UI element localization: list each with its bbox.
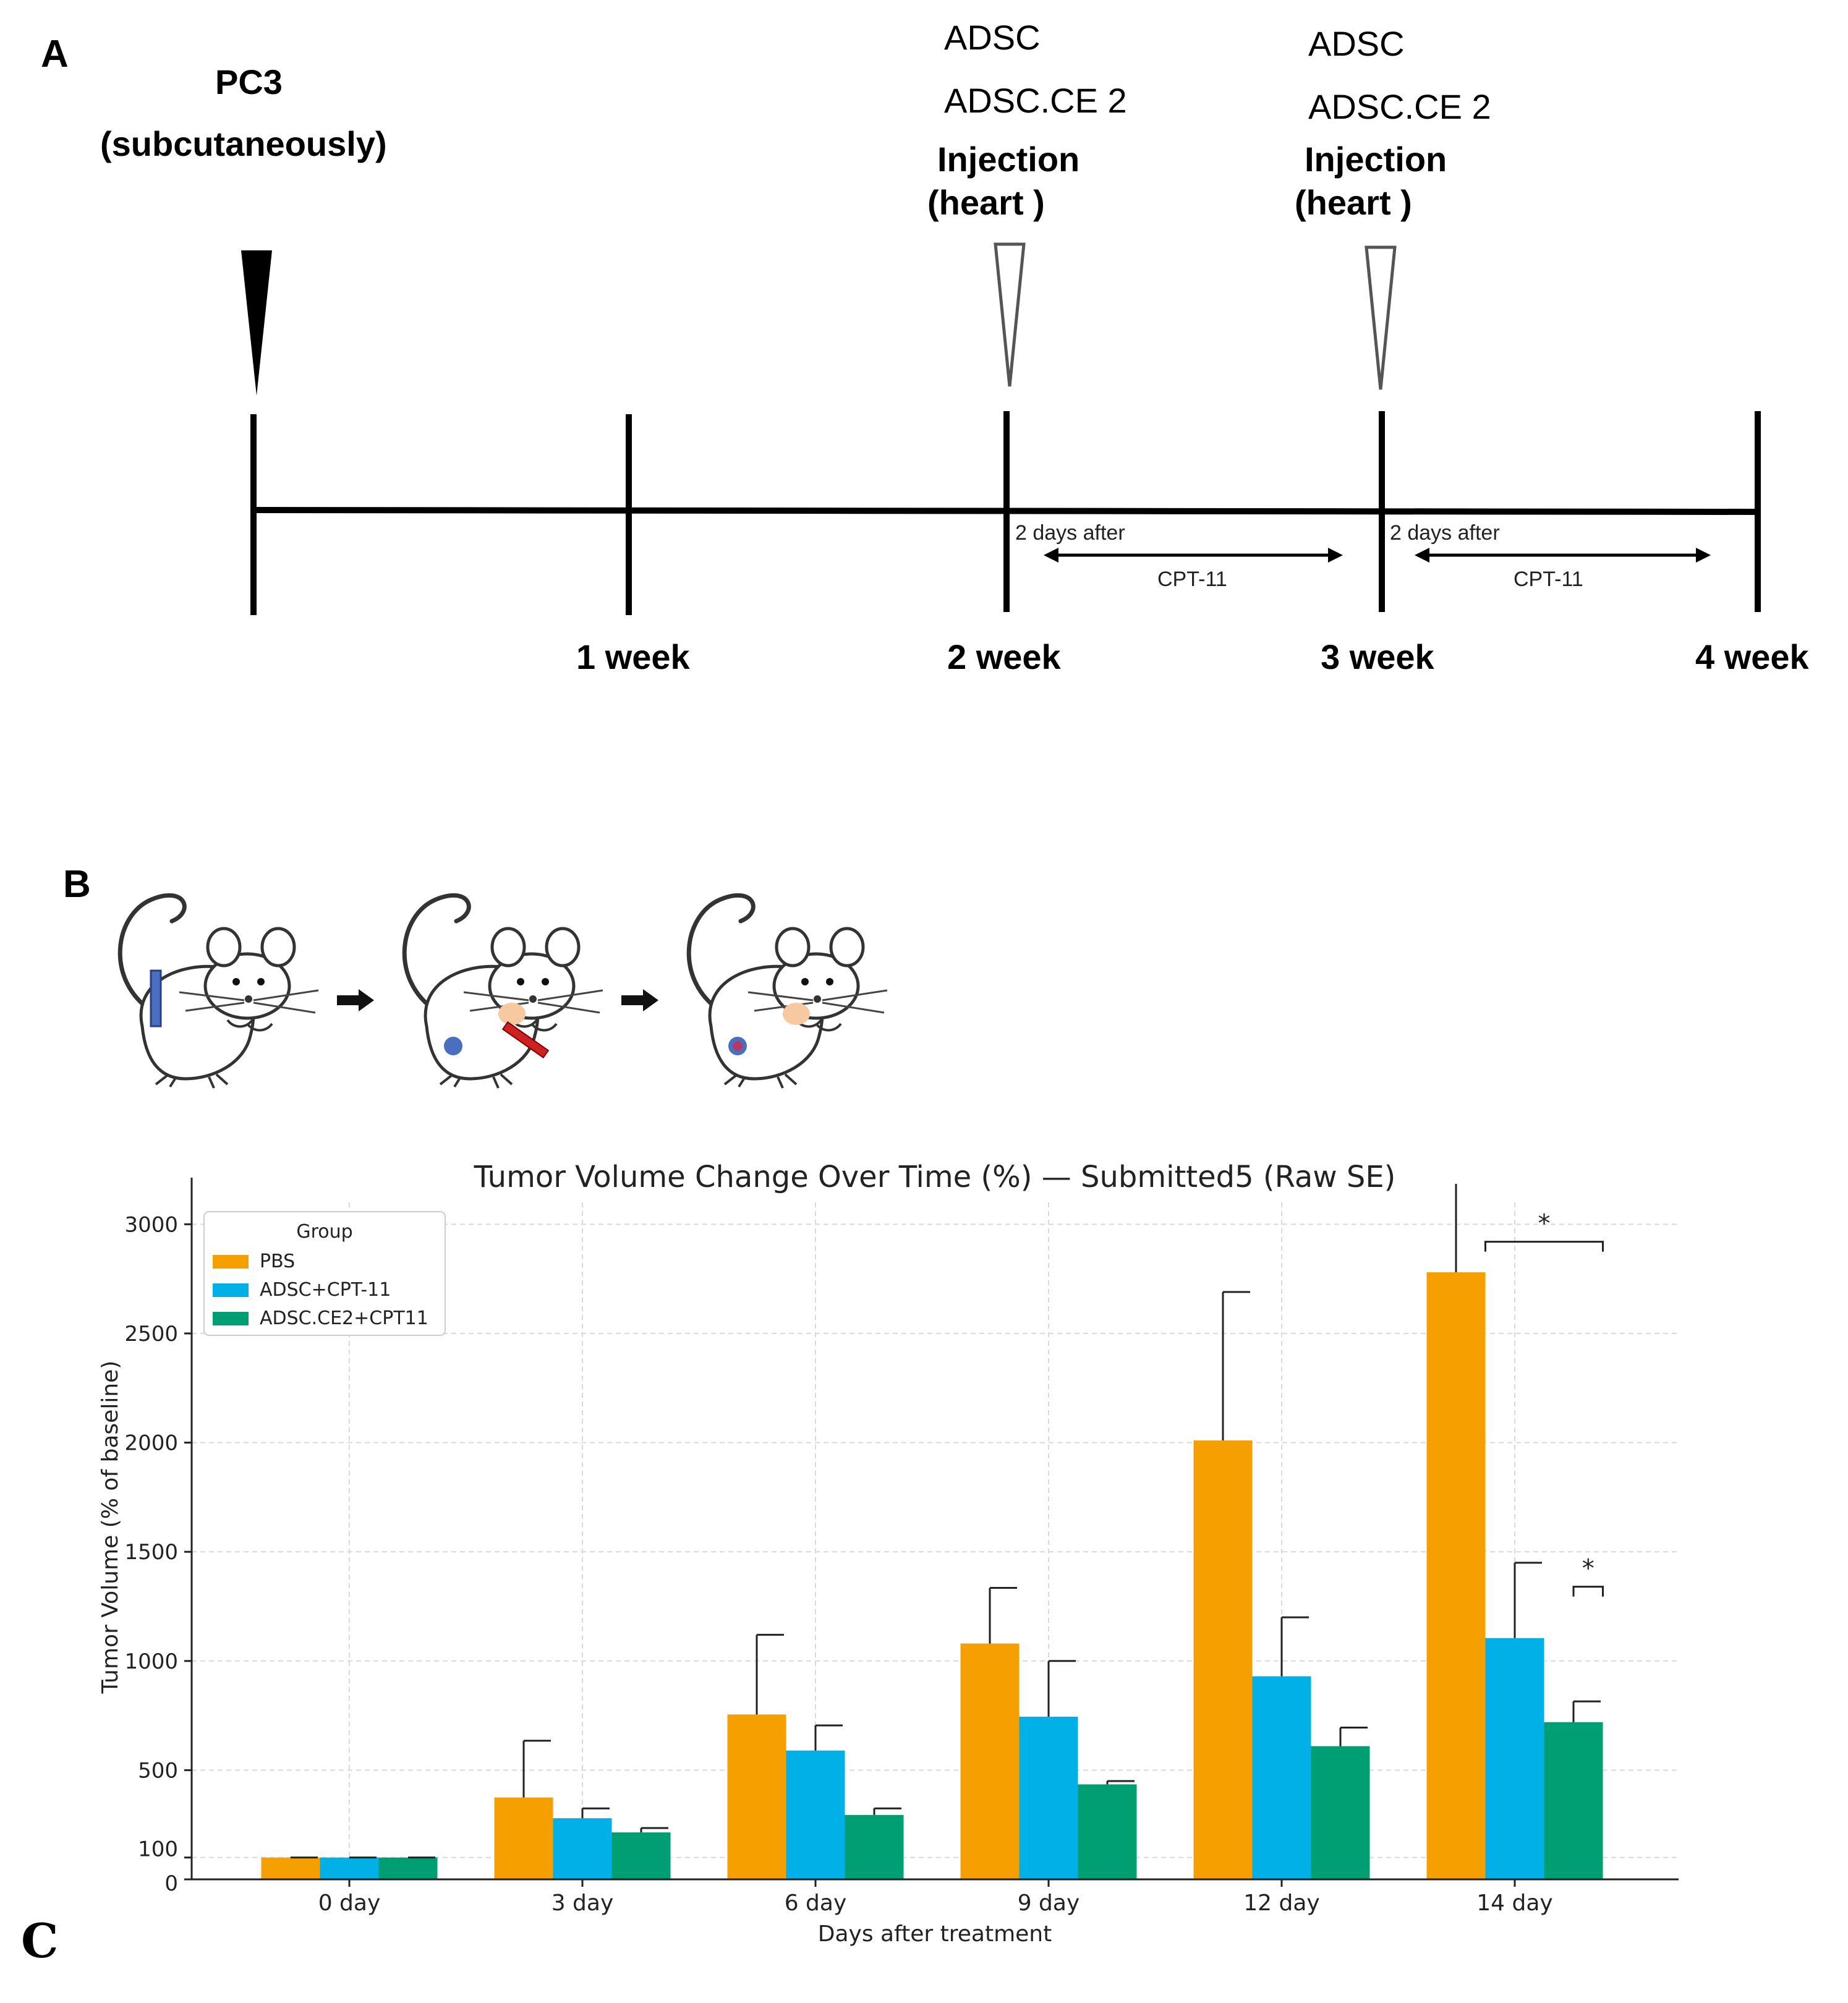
bar-adsc-ce2-cpt11-6-day bbox=[845, 1814, 904, 1879]
tumor-volume-chart: Tumor Volume Change Over Time (%) — Subm… bbox=[98, 1160, 1679, 1947]
injection1-arrow-marker bbox=[994, 242, 1026, 387]
pc3-route-label: (subcutaneously) bbox=[100, 124, 387, 163]
legend-entry-label: ADSC.CE2+CPT11 bbox=[260, 1308, 428, 1329]
y-tick-label: 100 bbox=[138, 1837, 178, 1862]
bar-pbs-3-day bbox=[494, 1797, 553, 1879]
legend-title: Group bbox=[296, 1221, 352, 1243]
pc3-label: PC3 bbox=[215, 62, 283, 101]
panel-label-a: A bbox=[41, 33, 69, 75]
legend-swatch bbox=[213, 1255, 249, 1269]
mouse-treated-tumor-icon bbox=[689, 895, 887, 1088]
week-4-label: 4 week bbox=[1695, 637, 1809, 676]
legend-swatch bbox=[213, 1312, 249, 1325]
injection1-site-label: (heart ) bbox=[927, 183, 1045, 222]
injection2-site-label: (heart ) bbox=[1295, 183, 1412, 222]
bar-adsc-cpt-11-14-day bbox=[1485, 1638, 1544, 1879]
injection1-label: Injection bbox=[937, 140, 1080, 179]
y-tick-label: 2500 bbox=[124, 1322, 178, 1346]
bar-adsc-cpt-11-12-day bbox=[1252, 1676, 1311, 1879]
bar-adsc-cpt-11-9-day bbox=[1019, 1716, 1078, 1879]
bar-pbs-14-day bbox=[1426, 1272, 1486, 1879]
significance-bracket bbox=[1484, 1241, 1604, 1252]
x-tick-label: 12 day bbox=[1243, 1890, 1319, 1916]
bar-pbs-0-day bbox=[261, 1857, 320, 1879]
significance-bracket bbox=[1572, 1586, 1604, 1597]
interval2-note: 2 days after bbox=[1390, 521, 1500, 545]
x-axis-label: Days after treatment bbox=[818, 1921, 1052, 1947]
cpt11-interval-2-arrow bbox=[1415, 548, 1711, 563]
pc3-arrow-marker bbox=[241, 250, 272, 396]
bar-adsc-cpt-11-3-day bbox=[553, 1818, 612, 1879]
x-tick-label: 3 day bbox=[551, 1890, 614, 1916]
mouse-subcutaneous-injection-icon bbox=[120, 895, 318, 1088]
interval2-drug: CPT-11 bbox=[1514, 568, 1583, 591]
bar-pbs-6-day bbox=[727, 1714, 786, 1879]
y-axis-label: Tumor Volume (% of baseline) bbox=[98, 1361, 123, 1695]
bar-adsc-ce2-cpt11-14-day bbox=[1544, 1722, 1603, 1879]
legend-entry-label: ADSC+CPT-11 bbox=[260, 1279, 391, 1301]
cpt11-interval-1-arrow bbox=[1044, 548, 1343, 563]
arrow-right-icon bbox=[337, 989, 374, 1011]
injection2-label: Injection bbox=[1305, 140, 1447, 179]
mouse-heart-injection-icon bbox=[404, 895, 603, 1088]
bar-adsc-ce2-cpt11-9-day bbox=[1078, 1784, 1137, 1879]
injection1-adsc-ce2-label: ADSC.CE 2 bbox=[944, 81, 1127, 120]
week-3-label: 3 week bbox=[1321, 637, 1434, 676]
interval1-drug: CPT-11 bbox=[1157, 568, 1227, 591]
injection1-adsc-label: ADSC bbox=[944, 18, 1041, 57]
bar-adsc-ce2-cpt11-0-day bbox=[378, 1857, 438, 1879]
bar-adsc-ce2-cpt11-3-day bbox=[611, 1832, 671, 1879]
chart-title: Tumor Volume Change Over Time (%) — Subm… bbox=[474, 1160, 1396, 1194]
mouse-procedure-schematic bbox=[93, 878, 896, 1113]
injection2-adsc-label: ADSC bbox=[1308, 24, 1405, 63]
x-tick-label: 6 day bbox=[785, 1890, 847, 1916]
y-tick-label: 3000 bbox=[124, 1212, 178, 1237]
legend-swatch bbox=[213, 1283, 249, 1297]
injection2-arrow-marker bbox=[1365, 245, 1397, 390]
bar-pbs-9-day bbox=[960, 1643, 1020, 1879]
y-tick-label: 1000 bbox=[124, 1649, 178, 1674]
x-tick-label: 14 day bbox=[1476, 1890, 1552, 1916]
significance-label: * bbox=[1582, 1555, 1595, 1583]
y-tick-label: 1500 bbox=[124, 1540, 178, 1565]
timeline-diagram bbox=[241, 242, 1761, 615]
panel-label-c: C bbox=[21, 1913, 59, 1968]
bar-adsc-cpt-11-6-day bbox=[786, 1750, 845, 1879]
week-2-label: 2 week bbox=[947, 637, 1061, 676]
x-tick-label: 0 day bbox=[318, 1890, 381, 1916]
y-tick-label: 500 bbox=[138, 1758, 178, 1783]
interval1-note: 2 days after bbox=[1015, 521, 1125, 545]
significance-label: * bbox=[1538, 1210, 1551, 1238]
bar-pbs-12-day bbox=[1193, 1440, 1253, 1879]
legend-box bbox=[203, 1211, 446, 1336]
arrow-right-icon bbox=[621, 989, 658, 1011]
week-1-label: 1 week bbox=[576, 637, 690, 676]
y-tick-label: 2000 bbox=[124, 1431, 178, 1456]
legend-entry-label: PBS bbox=[260, 1251, 295, 1272]
y-tick-label: 0 bbox=[164, 1871, 178, 1896]
injection2-adsc-ce2-label: ADSC.CE 2 bbox=[1308, 87, 1491, 126]
x-tick-label: 9 day bbox=[1018, 1890, 1080, 1916]
bar-adsc-ce2-cpt11-12-day bbox=[1311, 1746, 1370, 1879]
bar-adsc-cpt-11-0-day bbox=[320, 1857, 379, 1879]
panel-label-b: B bbox=[63, 863, 91, 906]
